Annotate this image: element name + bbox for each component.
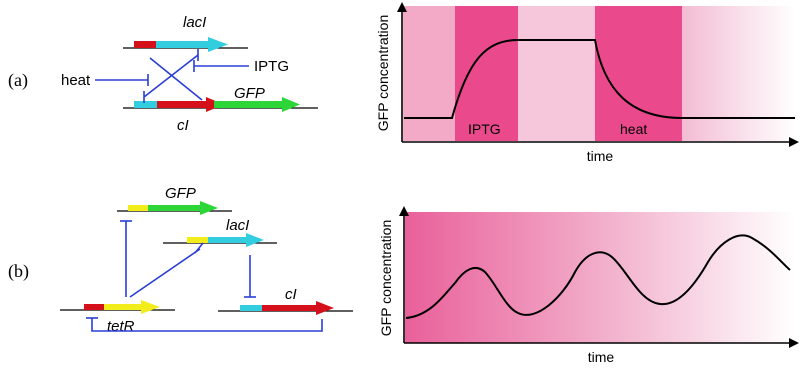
- graph-a-band-label-iptg: IPTG: [468, 121, 501, 137]
- gene-label-cI: cI: [177, 117, 189, 134]
- graph-a-band-rest: [518, 6, 595, 141]
- gene-GFP-arrow: [214, 97, 300, 112]
- circuit-b: GFP lacI tetR cI: [60, 185, 353, 335]
- graph-a-y-arrow: [397, 2, 407, 12]
- graph-a: IPTG heat GFP concentration time: [375, 2, 799, 164]
- graph-a-response-curve: [404, 39, 795, 119]
- promoter-lacI-b: [187, 237, 208, 243]
- graph-b-y-arrow: [399, 206, 409, 216]
- gene-label-cI-b: cI: [285, 286, 297, 303]
- repression-tetR-to-lacI: [129, 248, 201, 298]
- gene-label-GFP-b: GFP: [165, 185, 196, 202]
- gene-cI-arrow: [157, 97, 224, 112]
- graph-b-x-arrow: [789, 338, 799, 348]
- gene-GFP-b-arrow: [148, 201, 218, 215]
- repression-bar-lacI: [194, 242, 204, 254]
- gene-label-lacI: lacI: [183, 14, 206, 31]
- graph-b-y-label: GFP concentration: [378, 220, 394, 336]
- repression-lacI-to-cI: [149, 57, 203, 101]
- gene-label-tetR: tetR: [107, 318, 135, 335]
- input-label-heat: heat: [61, 72, 91, 89]
- graph-a-band-final: [682, 6, 795, 141]
- gene-tetR-arrow: [104, 300, 160, 314]
- promoter-GFP: [128, 205, 148, 211]
- graph-b-background: [405, 212, 795, 343]
- repression-cI-to-tetR: [91, 318, 323, 332]
- graph-a-band-initial: [403, 6, 455, 141]
- gene-label-GFP: GFP: [234, 85, 265, 102]
- graph-a-band-label-heat: heat: [620, 121, 647, 137]
- graph-a-x-arrow: [789, 137, 799, 147]
- gene-cI-b-arrow: [262, 301, 334, 315]
- gene-lacI-arrow: [156, 37, 228, 52]
- gene-lacI-b-arrow: [208, 233, 264, 247]
- input-label-iptg: IPTG: [254, 58, 289, 75]
- promoter-cI-b: [240, 305, 262, 311]
- circuit-a: lacI cI GFP heat IPTG: [61, 14, 318, 134]
- graph-a-x-label: time: [587, 148, 614, 164]
- repression-cI-to-lacI: [143, 54, 199, 98]
- panel-label-b: (b): [8, 261, 29, 282]
- graph-b-oscillation-curve: [405, 234, 791, 319]
- graph-b-x-label: time: [588, 349, 615, 365]
- graph-b: GFP concentration time: [378, 206, 799, 365]
- promoter-lacI: [134, 41, 156, 48]
- graph-a-y-label: GFP concentration: [375, 15, 391, 131]
- promoter-tetR: [84, 304, 104, 310]
- graph-a-band-heat: [595, 6, 682, 141]
- panel-label-a: (a): [8, 70, 28, 91]
- promoter-cI: [134, 101, 157, 108]
- graph-a-band-iptg: [455, 6, 518, 141]
- gene-label-lacI-b: lacI: [226, 217, 249, 234]
